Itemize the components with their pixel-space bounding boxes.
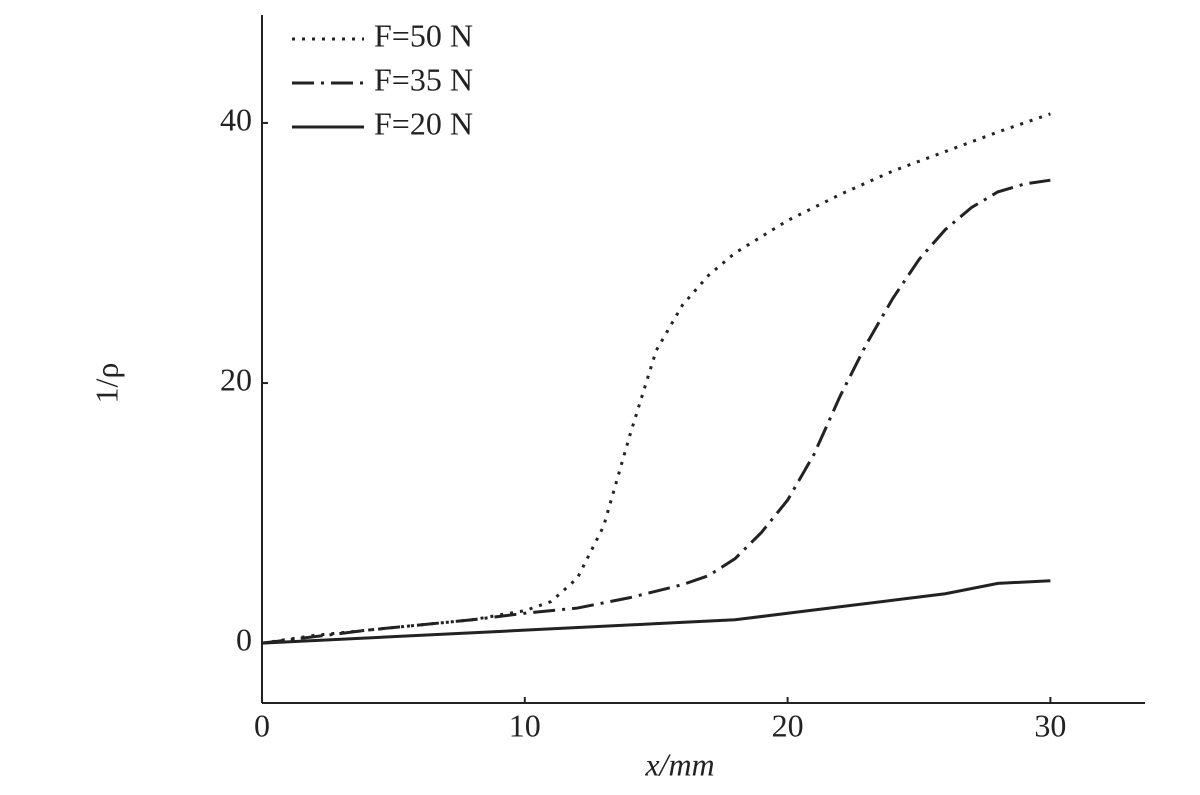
line-series bbox=[261, 112, 1051, 645]
legend-label: F=35 N bbox=[374, 61, 473, 97]
legend-label: F=20 N bbox=[374, 105, 473, 141]
x-tick-label: 30 bbox=[1034, 707, 1066, 743]
y-tick-label: 0 bbox=[236, 622, 252, 658]
y-tick-label: 20 bbox=[220, 361, 252, 397]
line-series bbox=[261, 579, 1051, 645]
x-tick-label: 10 bbox=[509, 707, 541, 743]
x-tick-label: 20 bbox=[772, 707, 804, 743]
legend-label: F=50 N bbox=[374, 17, 473, 53]
y-tick-label: 40 bbox=[220, 101, 252, 137]
line-series bbox=[261, 178, 1051, 645]
y-axis-label: 1/ρ bbox=[88, 363, 124, 404]
x-tick-label: 0 bbox=[254, 707, 270, 743]
x-axis-label: x/mm bbox=[644, 746, 714, 782]
